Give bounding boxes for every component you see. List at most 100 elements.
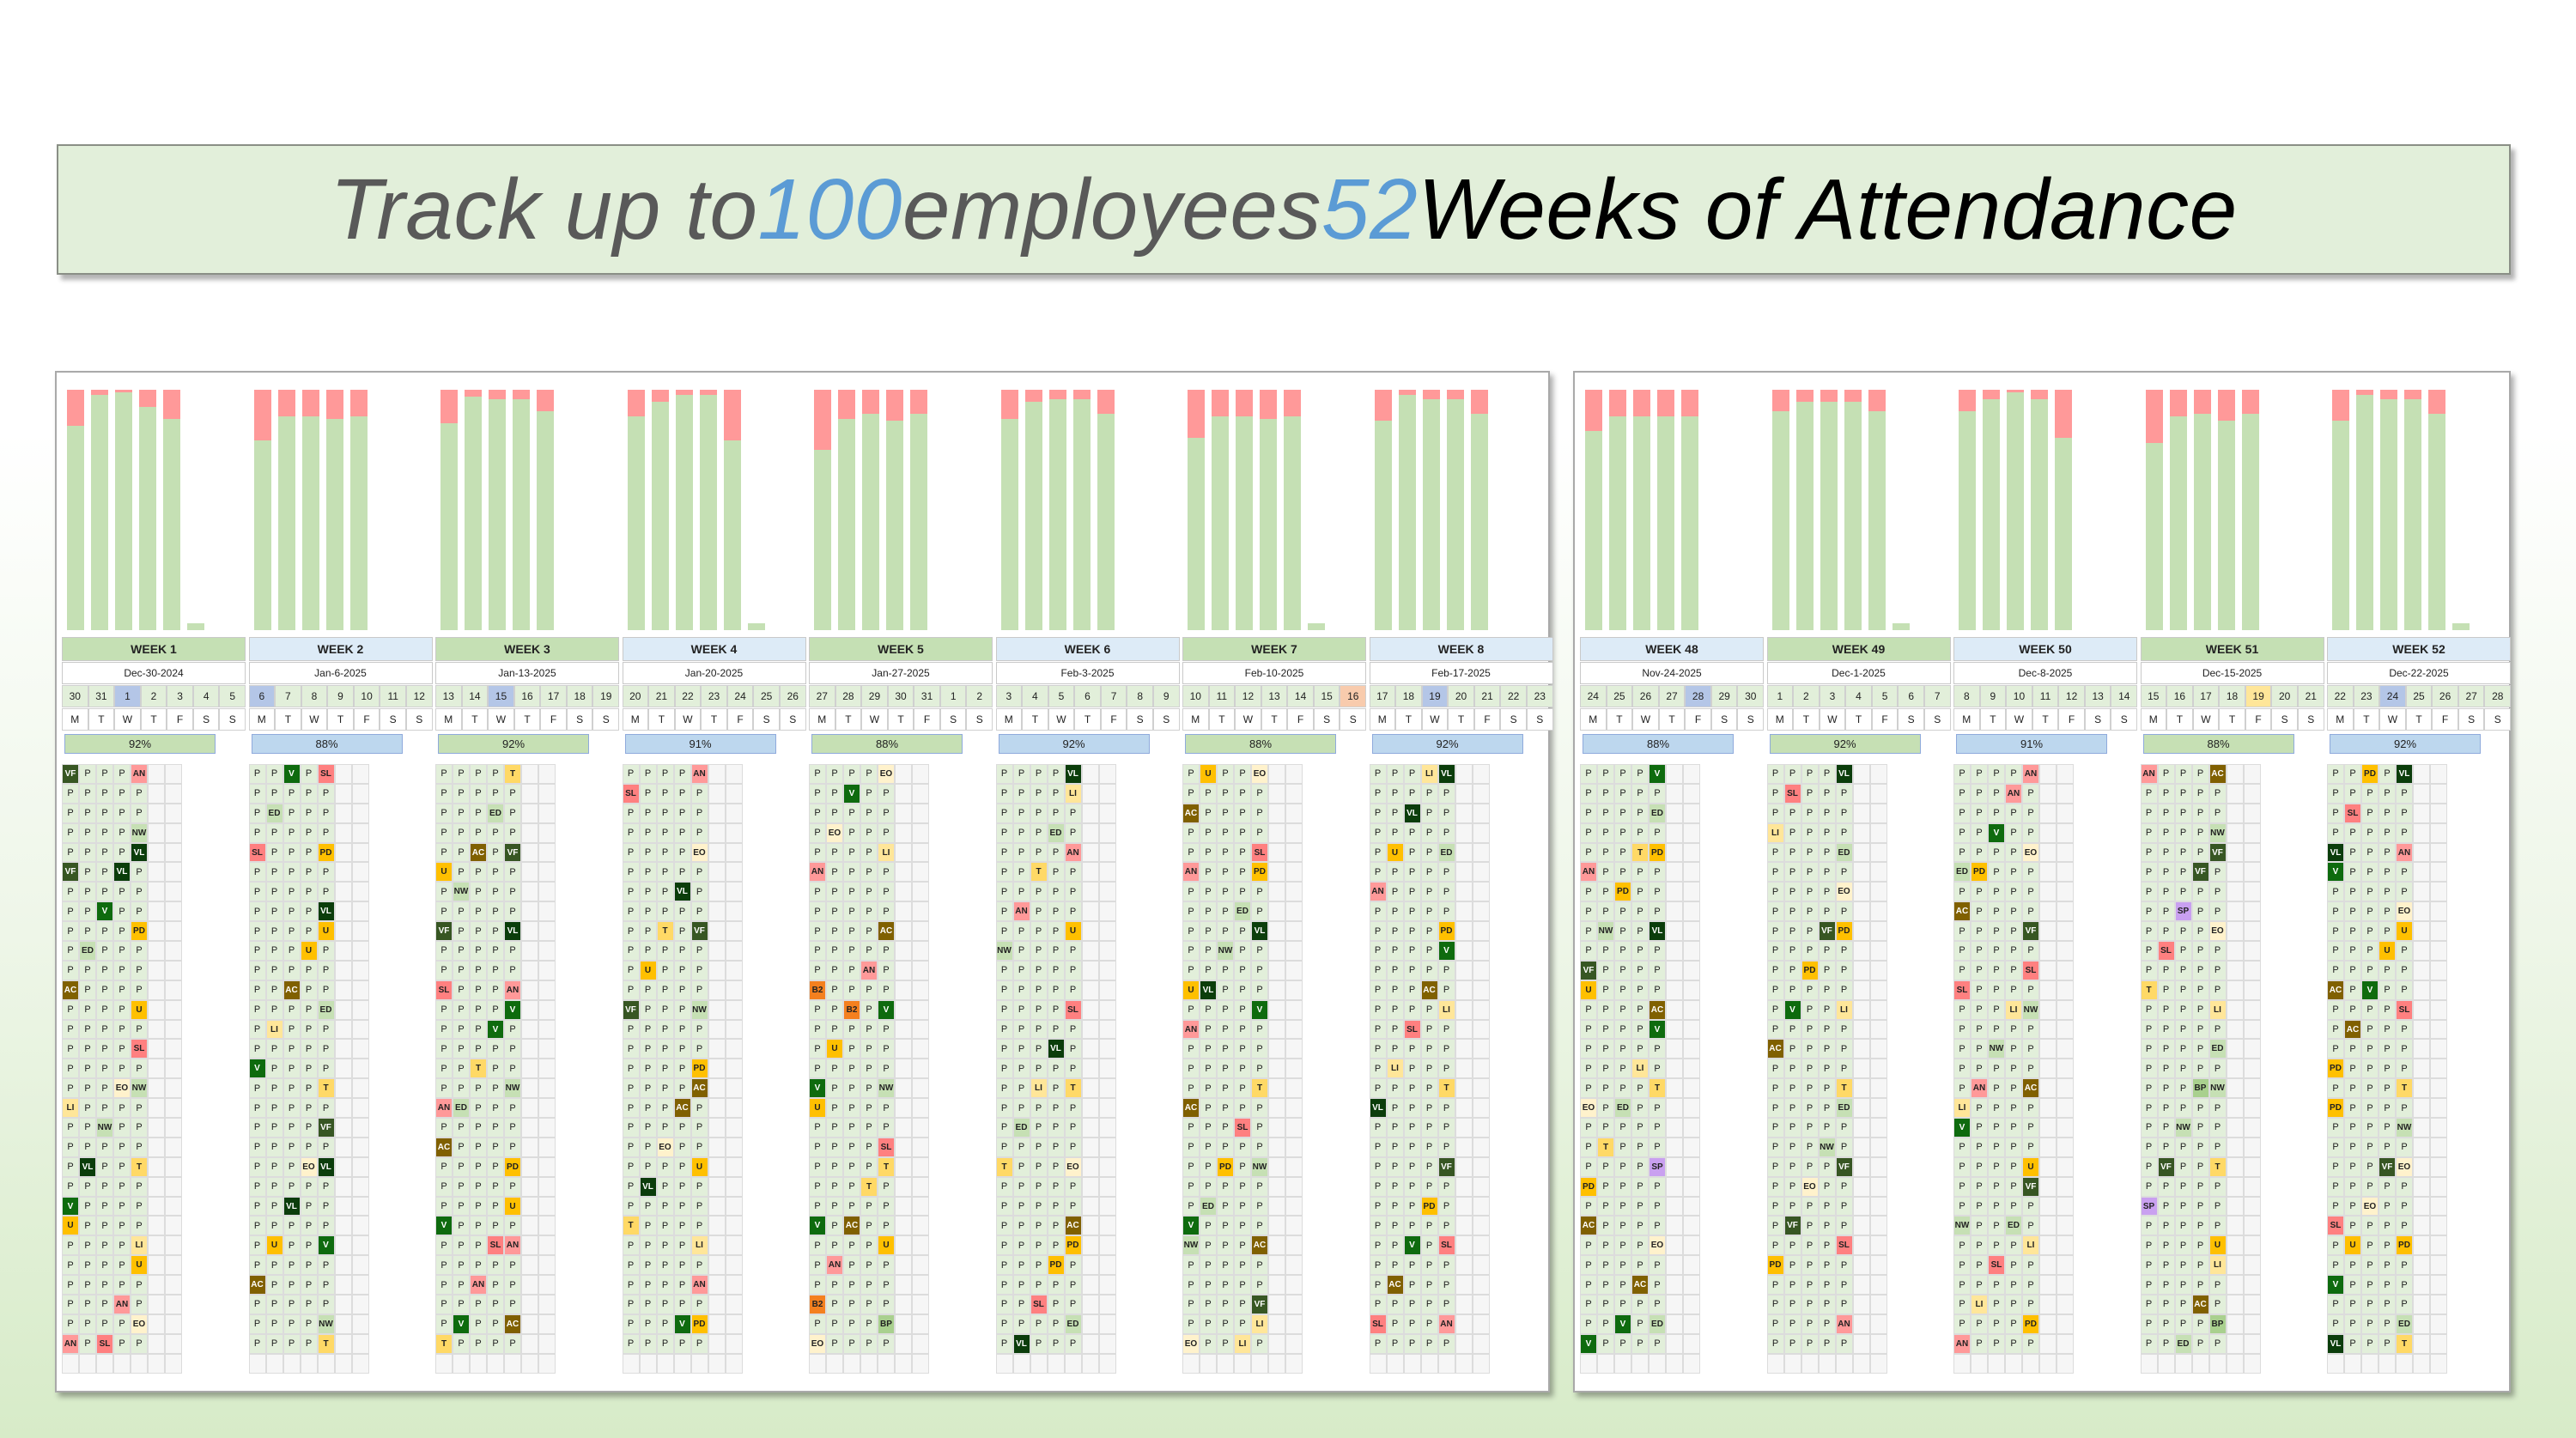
attendance-cell[interactable] [2413,1156,2430,1177]
attendance-cell[interactable]: LI [1766,822,1784,843]
attendance-cell[interactable]: P [1437,1118,1455,1138]
attendance-cell[interactable]: P [2157,822,2175,843]
attendance-cell[interactable]: P [1801,1019,1819,1040]
attendance-cell[interactable] [1268,1078,1285,1099]
attendance-cell[interactable] [2226,1333,2244,1354]
attendance-cell[interactable] [1081,921,1099,942]
attendance-cell[interactable]: P [639,1255,657,1276]
attendance-cell[interactable]: P [1386,1333,1404,1354]
attendance-cell[interactable]: P [1835,960,1853,980]
attendance-cell[interactable]: P [1801,941,1819,961]
attendance-cell[interactable]: P [62,1137,79,1157]
attendance-cell[interactable] [708,882,726,902]
attendance-cell[interactable] [1098,842,1116,863]
attendance-cell[interactable]: P [504,1059,521,1079]
attendance-cell[interactable]: SL [1835,1235,1853,1256]
attendance-cell[interactable]: P [1437,901,1455,922]
attendance-cell[interactable]: VL [1047,1039,1065,1059]
attendance-cell[interactable]: P [1835,980,1853,1000]
attendance-cell[interactable]: P [487,822,504,843]
attendance-cell[interactable] [725,960,743,980]
attendance-cell[interactable]: P [79,1255,96,1276]
attendance-cell[interactable]: P [2157,783,2175,804]
attendance-cell[interactable] [2430,901,2447,922]
attendance-cell[interactable] [708,1078,726,1099]
attendance-cell[interactable] [1098,1156,1116,1177]
attendance-cell[interactable] [1869,1078,1887,1099]
attendance-cell[interactable]: AC [1420,980,1438,1000]
attendance-cell[interactable] [708,1098,726,1119]
attendance-cell[interactable] [1098,1039,1116,1059]
attendance-cell[interactable]: V [487,1019,504,1040]
attendance-cell[interactable] [521,842,538,863]
attendance-cell[interactable]: P [79,1275,96,1295]
attendance-cell[interactable]: P [2157,1295,2175,1314]
attendance-cell[interactable]: P [1182,1059,1200,1079]
attendance-cell[interactable]: P [1012,1235,1030,1256]
attendance-cell[interactable]: P [1420,803,1438,823]
attendance-cell[interactable] [165,783,182,804]
attendance-cell[interactable]: P [1386,921,1404,942]
attendance-cell[interactable] [1098,1353,1116,1374]
attendance-cell[interactable]: P [1420,1176,1438,1197]
attendance-cell[interactable]: P [1012,1059,1030,1079]
attendance-cell[interactable]: P [1783,1039,1801,1059]
attendance-cell[interactable]: AC [435,1137,453,1157]
attendance-cell[interactable]: P [656,1255,674,1276]
attendance-cell[interactable]: P [131,1137,148,1157]
attendance-cell[interactable]: P [1580,999,1597,1020]
attendance-cell[interactable]: P [1631,1039,1649,1059]
attendance-cell[interactable] [895,1314,912,1334]
attendance-cell[interactable] [895,941,912,961]
attendance-cell[interactable] [1869,1176,1887,1197]
attendance-cell[interactable] [2057,901,2074,922]
attendance-cell[interactable] [895,1255,912,1276]
attendance-cell[interactable]: P [2327,901,2344,922]
attendance-cell[interactable] [334,1353,352,1374]
attendance-cell[interactable]: P [504,1098,521,1119]
attendance-cell[interactable]: P [656,1059,674,1079]
attendance-cell[interactable]: VF [1437,1156,1455,1177]
attendance-cell[interactable] [2226,1156,2244,1177]
attendance-cell[interactable]: P [1200,882,1217,902]
attendance-cell[interactable]: P [2191,1216,2209,1236]
attendance-cell[interactable]: P [1801,1314,1819,1334]
attendance-cell[interactable]: P [1818,822,1836,843]
attendance-cell[interactable]: P [265,862,283,883]
attendance-cell[interactable] [1098,941,1116,961]
attendance-cell[interactable]: P [2157,862,2175,883]
attendance-cell[interactable]: P [1234,960,1251,980]
attendance-cell[interactable]: P [843,1333,860,1354]
attendance-cell[interactable] [2413,1295,2430,1314]
attendance-cell[interactable]: P [2208,1059,2227,1079]
attendance-cell[interactable]: ED [1437,842,1455,863]
attendance-cell[interactable] [878,1353,895,1374]
attendance-cell[interactable]: P [1783,862,1801,883]
attendance-cell[interactable]: P [2140,1078,2158,1099]
attendance-cell[interactable] [2243,901,2261,922]
attendance-cell[interactable]: P [1580,882,1597,902]
attendance-cell[interactable]: P [2344,1118,2361,1138]
attendance-cell[interactable]: P [1369,1039,1387,1059]
attendance-cell[interactable]: P [2191,980,2209,1000]
attendance-cell[interactable]: P [113,901,131,922]
attendance-cell[interactable] [2413,1098,2430,1119]
attendance-cell[interactable] [165,862,182,883]
attendance-cell[interactable]: P [2208,1275,2227,1295]
attendance-cell[interactable]: P [2361,862,2379,883]
attendance-cell[interactable]: P [2140,941,2158,961]
attendance-cell[interactable]: P [1580,764,1597,784]
attendance-cell[interactable]: P [2379,1039,2396,1059]
attendance-cell[interactable] [895,999,912,1020]
attendance-cell[interactable]: VF [62,764,79,784]
attendance-cell[interactable]: NW [878,1078,895,1099]
attendance-cell[interactable]: P [1064,1255,1082,1276]
attendance-cell[interactable]: P [1420,822,1438,843]
attendance-cell[interactable]: P [131,783,148,804]
attendance-cell[interactable]: P [2327,1235,2344,1256]
attendance-cell[interactable]: P [2005,803,2022,823]
attendance-cell[interactable] [351,1235,369,1256]
attendance-cell[interactable]: P [1597,1118,1614,1138]
attendance-cell[interactable]: P [656,941,674,961]
attendance-cell[interactable] [1472,1333,1490,1354]
